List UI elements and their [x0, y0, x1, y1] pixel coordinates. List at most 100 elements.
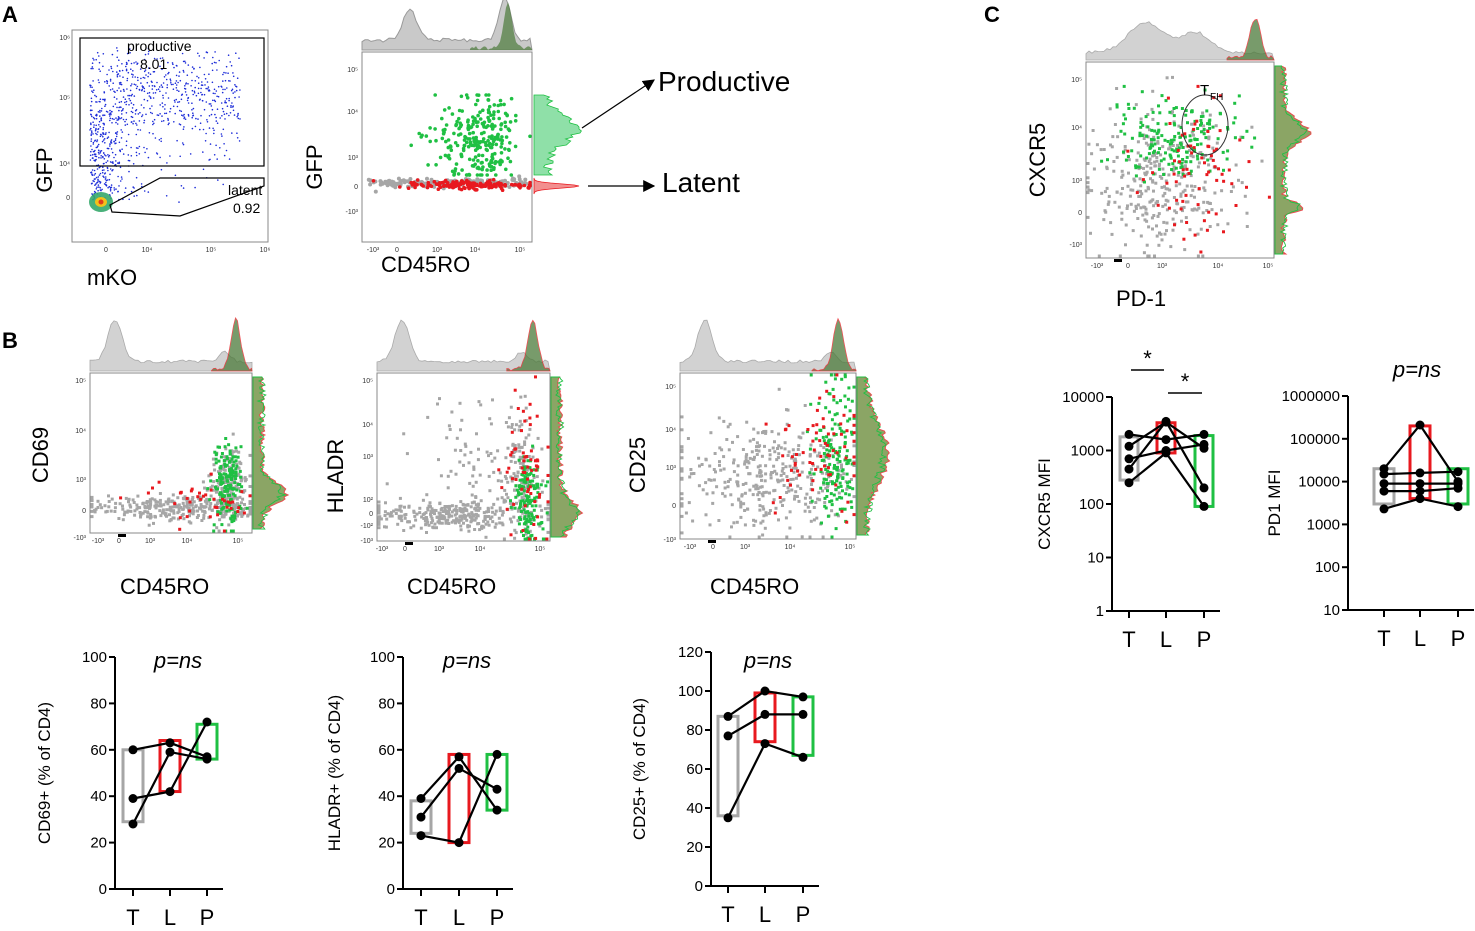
event-dot [233, 494, 237, 498]
event-dot [487, 118, 492, 123]
event-dot [165, 508, 169, 512]
event-dot [759, 521, 763, 525]
event-dot [1199, 115, 1203, 119]
event-dot [118, 106, 120, 109]
top-histogram-overlay [470, 2, 532, 51]
event-dot [135, 87, 138, 90]
event-dot [730, 503, 734, 507]
event-dot [1222, 168, 1225, 172]
event-dot [1157, 212, 1161, 216]
event-dot [209, 143, 212, 145]
event-dot [818, 439, 822, 443]
event-dot [458, 507, 462, 510]
event-dot [114, 139, 117, 142]
event-dot [1184, 109, 1188, 112]
event-dot [516, 470, 520, 474]
ytick: 10⁴ [347, 109, 358, 116]
event-dot [233, 455, 237, 459]
event-dot [240, 485, 244, 489]
event-dot [210, 508, 214, 512]
event-dot [528, 402, 532, 406]
event-dot [131, 76, 134, 78]
event-dot [239, 475, 243, 479]
event-dot [484, 535, 488, 539]
event-dot [1191, 155, 1195, 159]
event-dot [474, 503, 478, 507]
event-dot [755, 453, 759, 456]
event-dot [452, 131, 456, 136]
data-point [1415, 468, 1425, 478]
event-dot [98, 174, 101, 176]
event-dot [217, 459, 221, 463]
event-dot [161, 102, 164, 104]
scatter-dots [366, 93, 532, 194]
event-dot [532, 468, 536, 472]
event-dot [131, 93, 133, 96]
event-dot [425, 518, 429, 522]
event-dot [841, 507, 845, 511]
event-dot [227, 489, 231, 493]
event-dot [1177, 124, 1181, 128]
event-dot [94, 155, 97, 157]
event-dot [104, 510, 108, 514]
event-dot [103, 162, 105, 165]
event-dot [443, 153, 448, 158]
data-point [760, 709, 770, 719]
event-dot [439, 517, 443, 521]
event-dot [221, 135, 223, 137]
event-dot [1166, 199, 1170, 203]
event-dot [121, 507, 125, 511]
event-dot [500, 141, 504, 146]
event-dot [1140, 192, 1144, 196]
event-dot [1145, 219, 1149, 223]
event-dot [810, 499, 814, 503]
chart-title: p=ns [743, 648, 792, 673]
event-dot [739, 503, 743, 507]
event-dot [1091, 129, 1095, 132]
event-dot [543, 507, 547, 511]
event-dot [1100, 191, 1104, 195]
event-dot [205, 101, 208, 103]
event-dot [443, 127, 447, 132]
event-dot [524, 517, 528, 521]
event-dot [811, 462, 815, 465]
event-dot [533, 487, 536, 491]
event-dot [764, 464, 768, 468]
event-dot [1134, 207, 1138, 210]
event-dot [134, 109, 137, 112]
event-dot [489, 452, 493, 455]
event-dot [543, 537, 547, 541]
event-dot [160, 168, 163, 171]
event-dot [136, 506, 140, 510]
event-dot [407, 504, 411, 508]
event-dot [163, 76, 166, 78]
event-dot [386, 512, 390, 516]
event-dot [1201, 254, 1205, 258]
event-dot [459, 153, 464, 157]
event-dot [1182, 237, 1186, 241]
event-dot [103, 91, 105, 93]
event-dot [473, 162, 478, 167]
event-dot [1199, 227, 1203, 231]
event-dot [117, 116, 120, 118]
event-dot [234, 503, 238, 507]
event-dot [101, 107, 103, 110]
event-dot [147, 523, 151, 527]
event-dot [431, 525, 435, 529]
event-dot [1192, 133, 1195, 137]
data-point [1453, 502, 1463, 512]
event-dot [194, 505, 198, 509]
event-dot [1180, 133, 1184, 137]
event-dot [1138, 134, 1142, 138]
event-dot [513, 460, 517, 464]
event-dot [828, 500, 832, 504]
event-dot [488, 517, 492, 521]
event-dot [838, 507, 842, 511]
event-dot [523, 177, 528, 182]
event-dot [1181, 158, 1185, 161]
event-dot [751, 493, 755, 497]
event-dot [489, 113, 493, 117]
event-dot [1211, 125, 1215, 129]
event-dot [159, 65, 161, 68]
event-dot [487, 454, 490, 458]
